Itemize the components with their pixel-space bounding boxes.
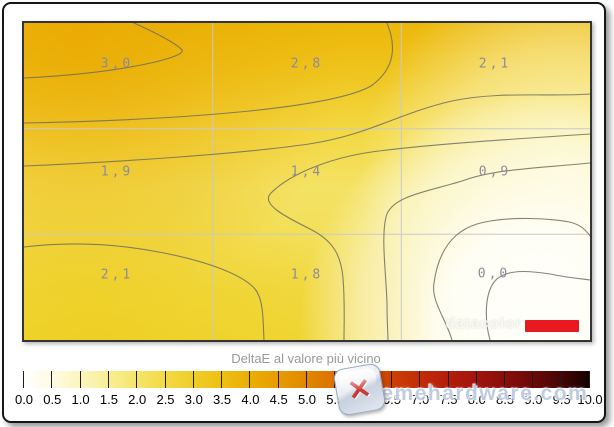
contour-line bbox=[24, 23, 393, 124]
contour-lines bbox=[24, 23, 590, 340]
colorbar-tick-label: 1.0 bbox=[71, 392, 90, 407]
contour-line bbox=[268, 133, 590, 340]
colorbar-tick bbox=[306, 371, 307, 388]
colorbar-tick bbox=[475, 371, 477, 388]
grid-lines bbox=[24, 23, 590, 340]
colorbar-tick bbox=[334, 371, 336, 388]
colorbar-tick bbox=[164, 371, 166, 388]
colorbar-title: DeltaE al valore più vicino bbox=[231, 351, 381, 366]
colorbar-tick-label: 9.0 bbox=[524, 392, 543, 407]
colorbar-tick-label: 6.5 bbox=[382, 392, 401, 407]
colorbar-tick-label: 8.0 bbox=[467, 392, 486, 407]
cell-value-label: 2,1 bbox=[100, 267, 134, 283]
colorbar-tick-label: 8.5 bbox=[496, 392, 515, 407]
colorbar-tick bbox=[221, 371, 223, 388]
cell-value-label: 1,8 bbox=[290, 267, 324, 283]
colorbar-tick-label: 0.0 bbox=[14, 392, 34, 407]
colorbar-tick bbox=[362, 371, 364, 388]
colorbar-tick bbox=[532, 371, 534, 388]
contour-line bbox=[383, 162, 590, 340]
colorbar bbox=[23, 371, 590, 388]
colorbar-labels: 0.0 0.5 1.0 1.5 2.0 2.5 3.0 3.5 4.0 4.5 5.0 5.5 6.0 6… bbox=[15, 392, 603, 407]
colorbar-tick-label: 5.5 bbox=[326, 392, 345, 407]
colorbar-tick-label: 9.5 bbox=[552, 392, 571, 407]
colorbar-tick-label: 7.0 bbox=[411, 392, 430, 407]
cell-value-label: 1,4 bbox=[290, 164, 324, 180]
colorbar-tick-label: 3.0 bbox=[184, 392, 203, 407]
datacolor-logo-mark bbox=[525, 320, 579, 332]
colorbar-tick-label: 4.0 bbox=[241, 392, 260, 407]
colorbar-tick-label: 4.5 bbox=[269, 392, 288, 407]
contour-line bbox=[433, 217, 590, 340]
contour-line bbox=[24, 23, 183, 79]
datacolor-watermark: datacolor bbox=[445, 315, 522, 332]
colorbar-tick bbox=[447, 371, 449, 388]
colorbar-tick bbox=[192, 371, 194, 388]
colorbar-tick-label: 7.5 bbox=[439, 392, 458, 407]
colorbar-tick bbox=[277, 371, 279, 388]
cell-value-label: 2,1 bbox=[478, 56, 512, 72]
contour-line bbox=[485, 270, 590, 340]
cell-value-label: 1,9 bbox=[100, 164, 134, 180]
colorbar-tick bbox=[560, 371, 562, 388]
colorbar-tick-label: 10.0 bbox=[577, 392, 603, 407]
colorbar-tick bbox=[107, 371, 109, 388]
cell-value-label: 2,8 bbox=[290, 56, 324, 72]
colorbar-tick bbox=[390, 371, 392, 388]
colorbar-tick bbox=[23, 371, 24, 388]
colorbar-tick-label: 6.0 bbox=[354, 392, 373, 407]
contour-plot-area: 3,0 2,8 2,1 1,9 1,4 0,9 2,1 1,8 0,0 data… bbox=[22, 21, 592, 342]
contour-line bbox=[24, 243, 265, 340]
contour-line bbox=[24, 93, 590, 167]
colorbar-tick-label: 2.0 bbox=[128, 392, 147, 407]
colorbar-tick-label: 3.5 bbox=[213, 392, 232, 407]
colorbar-tick-label: 1.5 bbox=[99, 392, 118, 407]
colorbar-gradient bbox=[23, 371, 590, 388]
colorbar-tick bbox=[79, 371, 81, 388]
colorbar-tick-label: 2.5 bbox=[156, 392, 175, 407]
colorbar-tick-label: 5.0 bbox=[297, 392, 317, 407]
colorbar-tick-label: 0.5 bbox=[43, 392, 62, 407]
contour-field bbox=[24, 23, 590, 340]
cell-value-label: 0,9 bbox=[478, 164, 512, 180]
colorbar-tick bbox=[589, 371, 590, 388]
colorbar-tick bbox=[136, 371, 138, 388]
colorbar-tick bbox=[51, 371, 53, 388]
colorbar-tick bbox=[249, 371, 251, 388]
colorbar-tick bbox=[419, 371, 421, 388]
field-background bbox=[24, 23, 590, 340]
cell-value-label: 3,0 bbox=[100, 56, 134, 72]
cell-value-label: 0,0 bbox=[477, 266, 511, 282]
colorbar-tick bbox=[504, 371, 506, 388]
